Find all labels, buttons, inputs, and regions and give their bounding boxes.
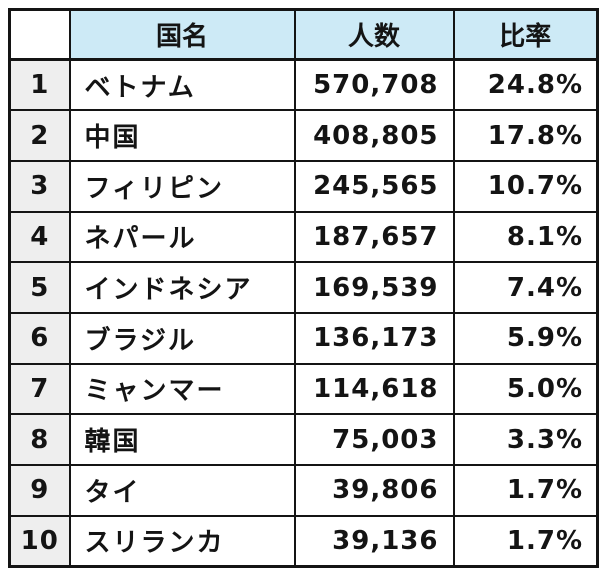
table-row: 9 タイ 39,806 1.7% (8, 464, 599, 517)
country-cell: インドネシア (68, 261, 296, 314)
ratio-cell: 24.8% (452, 58, 599, 112)
table-row: 5 インドネシア 169,539 7.4% (8, 261, 599, 314)
country-cell: タイ (68, 464, 296, 517)
column-header-country: 国名 (68, 8, 296, 61)
country-cell: スリランカ (68, 514, 296, 568)
count-cell: 245,565 (293, 159, 455, 213)
country-cell: フィリピン (68, 159, 296, 213)
column-header-ratio: 比率 (452, 8, 599, 61)
table-row: 6 ブラジル 136,173 5.9% (8, 311, 599, 365)
count-cell: 187,657 (293, 210, 455, 264)
ratio-cell: 5.0% (452, 362, 599, 416)
ratio-cell: 3.3% (452, 413, 599, 466)
ratio-cell: 1.7% (452, 464, 599, 517)
country-cell: 韓国 (68, 413, 296, 466)
country-ranking-table: 国名 人数 比率 1 ベトナム 570,708 24.8% 2 中国 408,8… (8, 8, 599, 568)
country-cell: ネパール (68, 210, 296, 264)
ratio-cell: 17.8% (452, 109, 599, 162)
header-row: 国名 人数 比率 (8, 8, 599, 61)
count-cell: 39,136 (293, 514, 455, 568)
country-ranking-table-container: 国名 人数 比率 1 ベトナム 570,708 24.8% 2 中国 408,8… (8, 8, 599, 568)
count-cell: 136,173 (293, 311, 455, 365)
rank-cell: 9 (8, 464, 71, 517)
count-cell: 408,805 (293, 109, 455, 162)
rank-cell: 5 (8, 261, 71, 314)
count-cell: 114,618 (293, 362, 455, 416)
ratio-cell: 7.4% (452, 261, 599, 314)
count-cell: 570,708 (293, 58, 455, 112)
column-header-count: 人数 (293, 8, 455, 61)
rank-cell: 2 (8, 109, 71, 162)
rank-cell: 3 (8, 159, 71, 213)
country-cell: ベトナム (68, 58, 296, 112)
ratio-cell: 8.1% (452, 210, 599, 264)
ratio-cell: 5.9% (452, 311, 599, 365)
country-cell: ブラジル (68, 311, 296, 365)
count-cell: 39,806 (293, 464, 455, 517)
rank-cell: 8 (8, 413, 71, 466)
table-row: 3 フィリピン 245,565 10.7% (8, 159, 599, 213)
country-cell: 中国 (68, 109, 296, 162)
ratio-cell: 1.7% (452, 514, 599, 568)
rank-cell: 4 (8, 210, 71, 264)
rank-cell: 6 (8, 311, 71, 365)
rank-cell: 1 (8, 58, 71, 112)
country-cell: ミャンマー (68, 362, 296, 416)
table-row: 8 韓国 75,003 3.3% (8, 413, 599, 466)
table-row: 7 ミャンマー 114,618 5.0% (8, 362, 599, 416)
corner-cell (8, 8, 71, 61)
count-cell: 75,003 (293, 413, 455, 466)
ratio-cell: 10.7% (452, 159, 599, 213)
count-cell: 169,539 (293, 261, 455, 314)
table-row: 4 ネパール 187,657 8.1% (8, 210, 599, 264)
table-row: 1 ベトナム 570,708 24.8% (8, 58, 599, 112)
rank-cell: 10 (8, 514, 71, 568)
table-row: 10 スリランカ 39,136 1.7% (8, 514, 599, 568)
table-row: 2 中国 408,805 17.8% (8, 109, 599, 162)
rank-cell: 7 (8, 362, 71, 416)
